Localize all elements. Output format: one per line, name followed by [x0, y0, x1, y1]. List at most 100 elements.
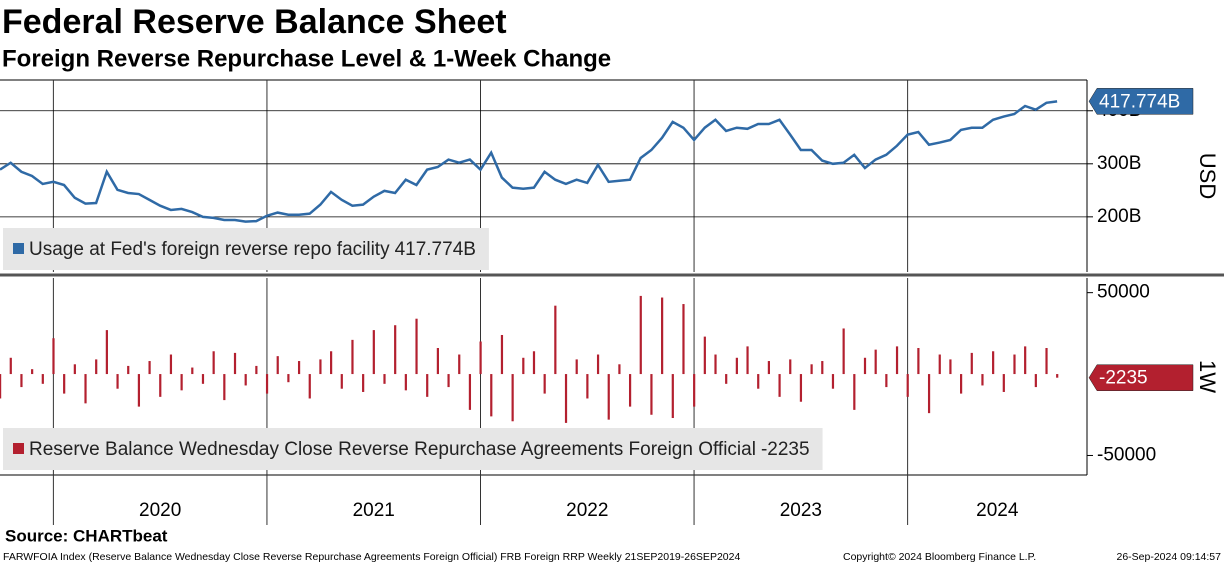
- bar: [949, 359, 952, 375]
- bar: [404, 374, 407, 391]
- bar: [330, 351, 333, 375]
- last-value-label: -2235: [1099, 368, 1148, 389]
- bar: [297, 361, 301, 375]
- bar: [0, 374, 2, 399]
- legend: Usage at Fed's foreign reverse repo faci…: [3, 228, 489, 270]
- bar: [586, 374, 589, 399]
- bar: [436, 348, 439, 375]
- bar: [810, 364, 813, 375]
- bar: [1056, 374, 1059, 378]
- bar: [372, 330, 375, 375]
- bar: [596, 354, 600, 375]
- bar: [479, 341, 482, 375]
- bar: [885, 374, 888, 388]
- bar: [757, 374, 760, 389]
- legend-value: 417.774B: [395, 239, 476, 260]
- legend-box: [3, 428, 823, 470]
- bar: [767, 361, 771, 375]
- legend-value: -2235: [761, 439, 810, 460]
- bar: [981, 374, 984, 386]
- bar: [116, 374, 119, 389]
- bar: [746, 346, 749, 375]
- bar: [255, 365, 258, 375]
- bar: [693, 374, 696, 407]
- bar: [351, 339, 354, 375]
- bar: [169, 354, 173, 375]
- bar: [84, 374, 87, 404]
- bar: [105, 330, 108, 375]
- bar: [212, 351, 215, 375]
- bar: [607, 374, 610, 420]
- bar: [137, 374, 141, 407]
- bar: [554, 305, 557, 375]
- bar: [159, 374, 162, 397]
- bar: [831, 374, 835, 389]
- bar: [31, 369, 34, 375]
- bar: [863, 357, 867, 375]
- y-tick-label: 50000: [1097, 282, 1150, 303]
- bar: [639, 295, 642, 375]
- bar: [874, 349, 877, 375]
- bar: [52, 338, 55, 375]
- bar: [73, 364, 76, 375]
- bar: [682, 304, 685, 375]
- bar: [362, 374, 365, 392]
- bar: [383, 374, 386, 384]
- y-tick-label: 300B: [1097, 153, 1141, 174]
- bar: [308, 374, 311, 399]
- bar: [522, 357, 525, 375]
- bar: [821, 361, 824, 375]
- bar: [447, 374, 450, 388]
- bar: [927, 374, 931, 414]
- bar: [618, 364, 621, 375]
- legend-swatch: [13, 443, 24, 454]
- bar: [842, 328, 845, 375]
- bar: [970, 352, 973, 375]
- legend-box: [3, 228, 489, 270]
- source: Source: CHARTbeat: [5, 526, 168, 545]
- bar: [1013, 354, 1016, 375]
- bar: [287, 374, 290, 383]
- bar: [671, 374, 674, 419]
- bar: [906, 374, 909, 397]
- footer-description: FARWFOIA Index (Reserve Balance Wednesda…: [3, 551, 740, 563]
- title: Federal Reserve Balance Sheet: [2, 3, 507, 41]
- y-tick-label: 200B: [1097, 206, 1141, 227]
- last-value-tag: [1088, 88, 1194, 115]
- bar: [778, 374, 781, 397]
- bar: [938, 354, 941, 375]
- bar: [789, 359, 792, 375]
- x-tick-label: 2023: [780, 500, 822, 521]
- bar: [276, 356, 279, 375]
- x-tick-label: 2022: [566, 500, 608, 521]
- bar: [564, 374, 568, 423]
- x-tick-label: 2024: [976, 500, 1019, 521]
- bar: [1045, 348, 1048, 375]
- legend-label: Usage at Fed's foreign reverse repo faci…: [29, 239, 390, 260]
- bar: [960, 374, 963, 394]
- bar: [180, 374, 183, 391]
- x-tick-label: 2021: [353, 500, 395, 521]
- y-tick-label: -50000: [1097, 444, 1156, 465]
- bar: [127, 365, 130, 375]
- bar: [543, 374, 546, 394]
- footer-copyright: Copyright© 2024 Bloomberg Finance L.P.: [843, 551, 1036, 563]
- line: [0, 100, 1058, 223]
- subtitle: Foreign Reverse Repurchase Level & 1-Wee…: [2, 45, 611, 72]
- bar: [511, 374, 514, 422]
- bar: [992, 351, 995, 375]
- bar: [917, 348, 920, 375]
- bar: [233, 352, 237, 375]
- legend: Reserve Balance Wednesday Close Reverse …: [3, 428, 823, 470]
- bar: [735, 357, 738, 375]
- legend-label: Reserve Balance Wednesday Close Reverse …: [29, 439, 756, 460]
- bar: [148, 361, 151, 375]
- bar: [95, 359, 98, 375]
- bar: [799, 374, 803, 402]
- bar: [895, 346, 899, 375]
- bar: [1002, 374, 1005, 392]
- footer-timestamp: 26-Sep-2024 09:14:57: [1116, 551, 1221, 563]
- x-tick-label: 2020: [139, 500, 181, 521]
- bar: [532, 351, 536, 375]
